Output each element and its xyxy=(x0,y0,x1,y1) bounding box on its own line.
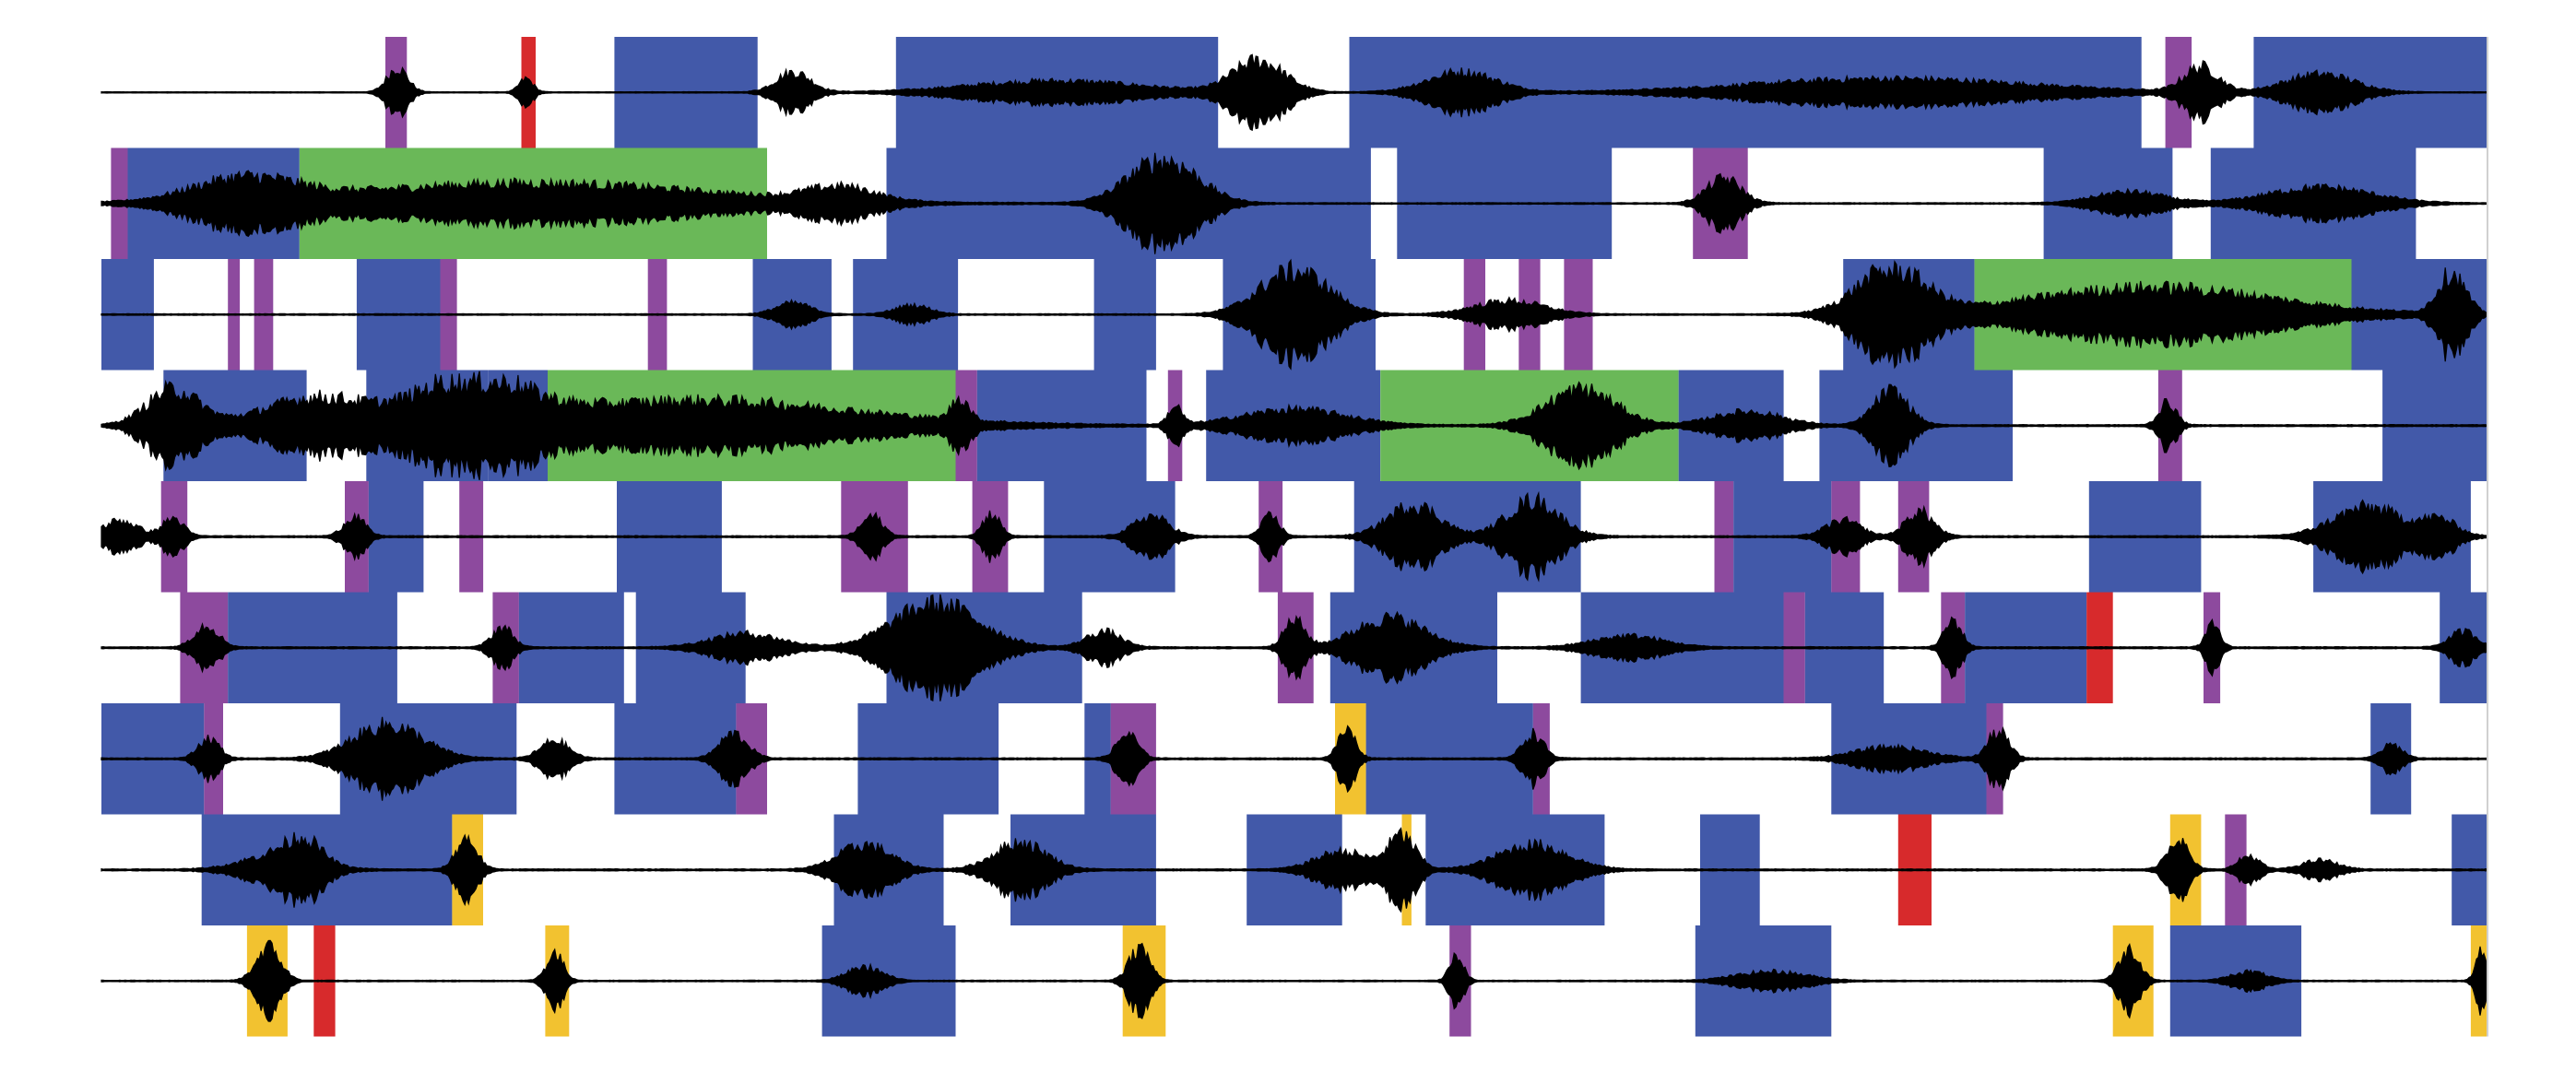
waveform-row xyxy=(100,147,2488,259)
waveform-row xyxy=(100,37,2488,148)
waveform-row xyxy=(100,703,2488,815)
waveform-row xyxy=(100,481,2488,593)
waveform-row xyxy=(100,258,2488,371)
rows-layer xyxy=(100,37,2488,1037)
waveform-row xyxy=(100,592,2488,703)
waveform-row xyxy=(100,370,2488,481)
waveform-row xyxy=(100,925,2488,1037)
